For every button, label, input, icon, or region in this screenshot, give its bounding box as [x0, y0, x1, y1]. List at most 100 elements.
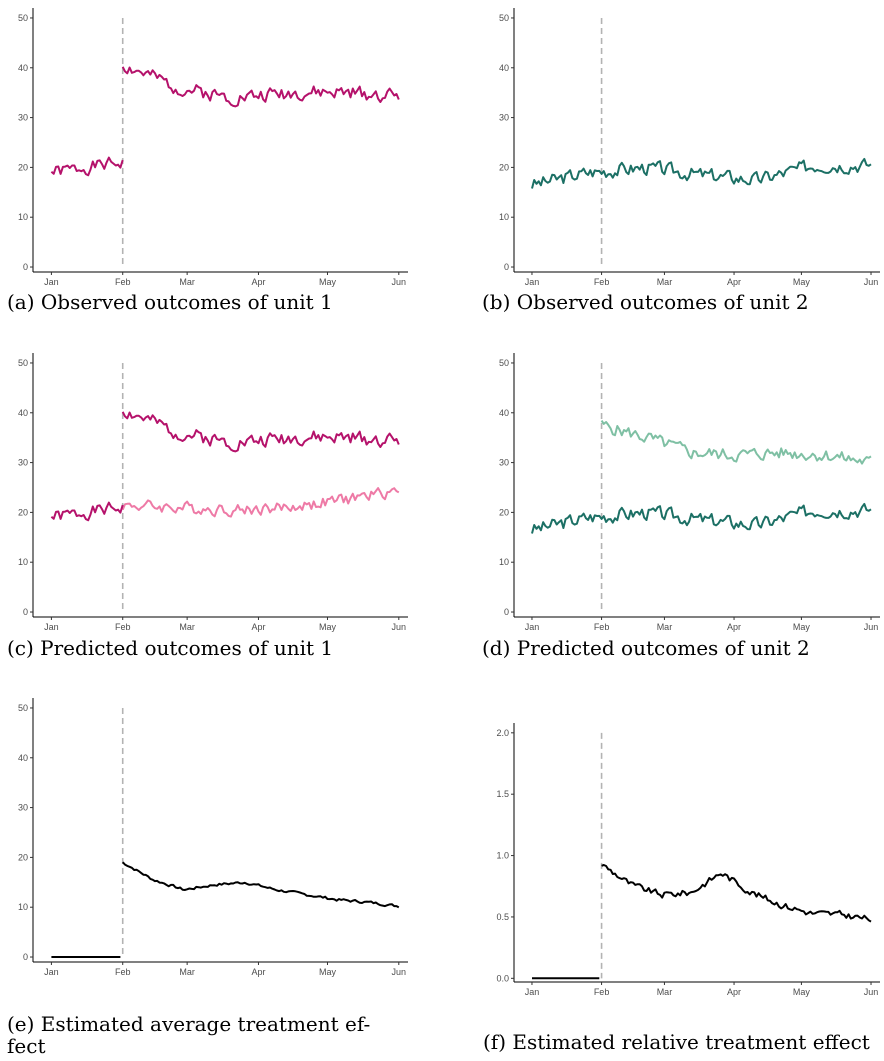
chart-e: 0 10 20 30 40 50 Jan Feb Mar Apr May Jun [18, 698, 408, 977]
x-tick-label: Jan [525, 277, 540, 287]
x-tick-label: May [793, 277, 811, 287]
series-line-1 [531, 157, 872, 189]
chart-a: 0 10 20 30 40 50 Jan Feb Mar Apr May Jun [18, 8, 408, 287]
y-tick-label: 50 [18, 703, 28, 713]
caption-c: (c) Predicted outcomes of unit 1 [7, 636, 334, 660]
x-tick-label: Feb [115, 967, 131, 977]
x-tick-label: Jan [44, 622, 59, 632]
x-tick-label: Mar [657, 622, 673, 632]
x-tick-label: Feb [594, 622, 610, 632]
y-tick-label: 50 [499, 13, 509, 23]
y-tick-label: 20 [499, 162, 509, 172]
chart-f: 0.0 0.5 1.0 1.5 2.0 Jan Feb Mar Apr May Jun [496, 723, 880, 997]
y-tick-label: 50 [18, 13, 28, 23]
y-tick-label: 40 [499, 408, 509, 418]
panel-c: 0 10 20 30 40 50 Jan Feb Mar Apr May Jun [0, 345, 420, 650]
y-tick-label: 0.0 [496, 973, 509, 983]
x-tick-label: Jun [864, 277, 879, 287]
x-tick-label: Apr [727, 987, 741, 997]
series-line-1 [601, 864, 872, 923]
x-tick-label: Feb [115, 277, 131, 287]
x-tick-label: Mar [657, 277, 673, 287]
chart-c: 0 10 20 30 40 50 Jan Feb Mar Apr May Jun [18, 353, 408, 632]
y-tick-label: 20 [18, 507, 28, 517]
x-tick-label: Jun [392, 277, 407, 287]
y-tick-label: 40 [18, 408, 28, 418]
y-tick-label: 40 [18, 753, 28, 763]
panel-f: 0.0 0.5 1.0 1.5 2.0 Jan Feb Mar Apr May Jun [440, 715, 884, 1015]
y-tick-label: 0 [504, 607, 509, 617]
caption-f: (f) Estimated relative treatment effect [483, 1030, 870, 1054]
caption-e-line2: fect [7, 1034, 46, 1058]
panel-e: 0 10 20 30 40 50 Jan Feb Mar Apr May Jun [0, 690, 420, 1000]
series-line-1 [600, 420, 872, 465]
y-tick-label: 0.5 [496, 912, 509, 922]
x-tick-label: Jan [44, 277, 59, 287]
x-tick-label: Feb [594, 987, 610, 997]
x-tick-label: Apr [727, 622, 741, 632]
y-tick-label: 0 [23, 952, 28, 962]
y-tick-label: 1.5 [496, 789, 509, 799]
y-tick-label: 10 [499, 212, 509, 222]
y-tick-label: 20 [18, 852, 28, 862]
x-tick-label: Mar [179, 967, 195, 977]
y-tick-label: 0 [23, 607, 28, 617]
y-tick-label: 30 [499, 113, 509, 123]
panel-d: 0 10 20 30 40 50 Jan Feb Mar Apr May Jun [440, 345, 884, 650]
panel-a: 0 10 20 30 40 50 Jan Feb Mar Apr May Jun [0, 0, 420, 305]
panel-b: 0 10 20 30 40 50 Jan Feb Mar Apr May Jun [440, 0, 884, 305]
y-tick-label: 0 [23, 262, 28, 272]
y-tick-label: 30 [499, 458, 509, 468]
caption-e-line1: (e) Estimated average treatment ef- [7, 1012, 371, 1036]
x-tick-label: Mar [179, 622, 195, 632]
y-tick-label: 40 [499, 63, 509, 73]
x-tick-label: Jun [864, 987, 879, 997]
y-tick-label: 50 [499, 358, 509, 368]
x-tick-label: Feb [115, 622, 131, 632]
y-tick-label: 1.0 [496, 851, 509, 861]
caption-d: (d) Predicted outcomes of unit 2 [482, 636, 810, 660]
y-tick-label: 50 [18, 358, 28, 368]
x-tick-label: Jun [864, 622, 879, 632]
x-tick-label: Apr [727, 277, 741, 287]
x-tick-label: Mar [657, 987, 673, 997]
x-tick-label: Apr [251, 622, 265, 632]
y-tick-label: 10 [18, 212, 28, 222]
x-tick-label: May [319, 622, 337, 632]
y-tick-label: 20 [18, 162, 28, 172]
x-tick-label: Apr [251, 277, 265, 287]
series-line-1 [50, 156, 124, 177]
x-tick-label: May [793, 622, 811, 632]
x-tick-label: May [319, 967, 337, 977]
series-line-2 [121, 411, 400, 453]
series-line-1 [121, 66, 400, 108]
x-tick-label: Jan [44, 967, 59, 977]
caption-a: (a) Observed outcomes of unit 1 [7, 290, 333, 314]
y-tick-label: 40 [18, 63, 28, 73]
x-tick-label: Apr [251, 967, 265, 977]
series-line-2 [50, 501, 124, 522]
caption-b: (b) Observed outcomes of unit 2 [482, 290, 809, 314]
x-tick-label: Jun [392, 967, 407, 977]
series-line-1 [121, 861, 400, 909]
y-tick-label: 10 [18, 557, 28, 567]
series-line-1 [121, 487, 400, 518]
y-tick-label: 0 [504, 262, 509, 272]
y-tick-label: 2.0 [496, 728, 509, 738]
series-line-2 [531, 502, 872, 534]
x-tick-label: May [793, 987, 811, 997]
x-tick-label: Jun [392, 622, 407, 632]
chart-d: 0 10 20 30 40 50 Jan Feb Mar Apr May Jun [499, 353, 880, 632]
x-tick-label: Feb [594, 277, 610, 287]
y-tick-label: 30 [18, 803, 28, 813]
y-tick-label: 20 [499, 507, 509, 517]
y-tick-label: 30 [18, 458, 28, 468]
x-tick-label: Jan [525, 987, 540, 997]
y-tick-label: 30 [18, 113, 28, 123]
x-tick-label: Mar [179, 277, 195, 287]
x-tick-label: Jan [525, 622, 540, 632]
x-tick-label: May [319, 277, 337, 287]
y-tick-label: 10 [499, 557, 509, 567]
y-tick-label: 10 [18, 902, 28, 912]
chart-b: 0 10 20 30 40 50 Jan Feb Mar Apr May Jun [499, 8, 880, 287]
